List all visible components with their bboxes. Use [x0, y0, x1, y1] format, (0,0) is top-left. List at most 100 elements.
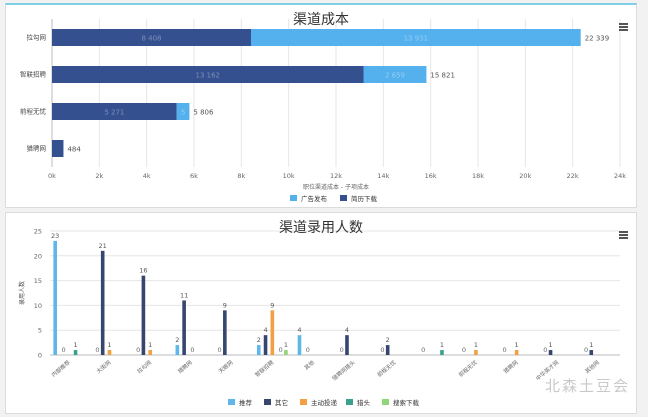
y-tick-label: 25 [34, 228, 42, 236]
bar [263, 335, 268, 355]
bar [175, 345, 180, 355]
bar-segment [363, 66, 427, 83]
bar-value-label: 1 [515, 341, 519, 349]
bar-segment [250, 29, 581, 46]
y-category-label: 前程无忧 [20, 107, 47, 116]
bar-value-label: 0 [279, 346, 283, 354]
bar-value-label: 0 [190, 346, 194, 354]
y-tick-label: 10 [34, 302, 42, 310]
bar-value-label: 1 [284, 341, 288, 349]
bar [148, 350, 152, 355]
channel-cost-bar-chart: 0k 2k 4k 6k 8k 10k 12k 14k 16k 18k 20k 22k 24k 职位渠道成本… [20, 19, 626, 203]
bar-total-label: 5 806 [193, 109, 214, 117]
x-tick-label: 10k [283, 172, 295, 180]
x-category-label: 天眼网 [217, 359, 235, 375]
legend-label: 其它 [275, 398, 288, 407]
bar-value-label: 0 [218, 346, 222, 354]
y-category-label: 拉勾网 [27, 33, 47, 42]
bar-total-label: 15 821 [430, 72, 455, 80]
watermark: 北森土豆会 [544, 377, 630, 395]
bar-segment [52, 29, 251, 46]
bar-segment-label: 13 162 [196, 72, 221, 80]
hamburger-menu-icon[interactable] [619, 231, 628, 239]
y-axis-title: 录用人数 [18, 281, 26, 305]
x-category-label: 前程无忧 [457, 358, 479, 379]
chart-title: 渠道成本 [293, 12, 349, 28]
x-tick-label: 20k [519, 172, 531, 180]
bar [548, 350, 553, 355]
bar-value-label: 1 [548, 341, 552, 349]
channel-hires-chart-panel: 渠道录用人数 0 5 10 15 20 25 录用人数 23 1 0 内部推荐 21 1 0 大街网 16 1 0… [5, 212, 637, 414]
legend-swatch [346, 399, 353, 405]
bar [284, 350, 288, 355]
channel-cost-chart-panel: 渠道成本 0k 2k 4k 6k 8k 10k 12k 14k 16k 18k 20k 22k 24k 职… [5, 3, 637, 208]
bar [589, 350, 594, 355]
legend-swatch [228, 399, 235, 405]
bar-segment [176, 103, 190, 120]
bar-value-label: 4 [297, 326, 301, 334]
bar [100, 250, 105, 355]
channel-hires-bar-chart: 0510152025录用人数2310内部推荐2110大街网1610拉勾网2110… [18, 228, 620, 407]
bar-value-label: 11 [180, 291, 188, 299]
bar [73, 350, 78, 355]
bar [53, 240, 57, 355]
bar-value-label: 1 [107, 341, 111, 349]
bar-value-label: 0 [543, 346, 547, 354]
chart-title: 渠道录用人数 [279, 220, 363, 236]
x-tick-label: 16k [425, 172, 437, 180]
bar [440, 350, 444, 355]
bar-value-label: 1 [73, 341, 77, 349]
bar [474, 350, 478, 355]
bar-segment-label: 5 [181, 109, 185, 117]
bar-value-label: 0 [421, 346, 425, 354]
bar-value-label: 4 [263, 326, 267, 334]
bar-value-label: 21 [99, 242, 107, 250]
bar-segment-label: 8 408 [141, 35, 161, 43]
x-category-label: 其他 [302, 358, 316, 372]
legend-label: 主动投递 [311, 398, 338, 407]
bar [270, 310, 275, 355]
x-tick-label: 14k [377, 172, 389, 180]
x-category-label: 前程无忧 [375, 358, 397, 379]
y-category-label: 猎聘网 [27, 144, 47, 153]
x-category-label: 拉勾网 [135, 358, 153, 375]
x-category-label: 大街网 [95, 358, 113, 375]
x-category-label: 智联招聘 [253, 358, 275, 379]
bar-value-label: 1 [440, 341, 444, 349]
hamburger-menu-icon[interactable] [619, 23, 628, 31]
x-category-label: 猎聘网猎头 [330, 358, 357, 382]
bar [223, 310, 227, 355]
x-axis-title: 职位渠道成本 - 子项成本 [303, 183, 369, 191]
bar-total-label: 22 339 [585, 35, 610, 43]
x-tick-label: 22k [567, 172, 579, 180]
legend-swatch [340, 195, 347, 201]
bar-value-label: 0 [584, 346, 588, 354]
bar [514, 350, 519, 355]
y-tick-label: 15 [34, 277, 42, 285]
legend-swatch [290, 195, 297, 201]
bar-value-label: 0 [306, 346, 310, 354]
bar [385, 345, 390, 355]
bar-value-label: 0 [95, 346, 99, 354]
x-tick-label: 24k [614, 172, 626, 180]
x-tick-label: 4k [143, 172, 151, 180]
x-tick-label: 2k [95, 172, 103, 180]
y-category-label: 智联招聘 [20, 70, 47, 79]
x-tick-label: 18k [472, 172, 484, 180]
bar-segment [52, 103, 177, 120]
bar-value-label: 0 [136, 346, 140, 354]
x-tick-label: 0k [48, 172, 56, 180]
bar-segment-label: 5 271 [104, 109, 124, 117]
bar-value-label: 1 [474, 341, 478, 349]
bar-value-label: 16 [139, 267, 147, 275]
bar-value-label: 0 [61, 346, 65, 354]
bar-segment-label: 13 931 [404, 35, 429, 43]
y-tick-label: 20 [34, 252, 42, 260]
bar-value-label: 1 [148, 341, 152, 349]
x-category-label: 猎聘网 [176, 358, 194, 375]
bar-value-label: 9 [270, 301, 274, 309]
bar-segment [52, 140, 64, 157]
y-tick-label: 0 [38, 352, 42, 360]
legend-label: 猎头 [357, 398, 371, 407]
bar [345, 335, 349, 355]
